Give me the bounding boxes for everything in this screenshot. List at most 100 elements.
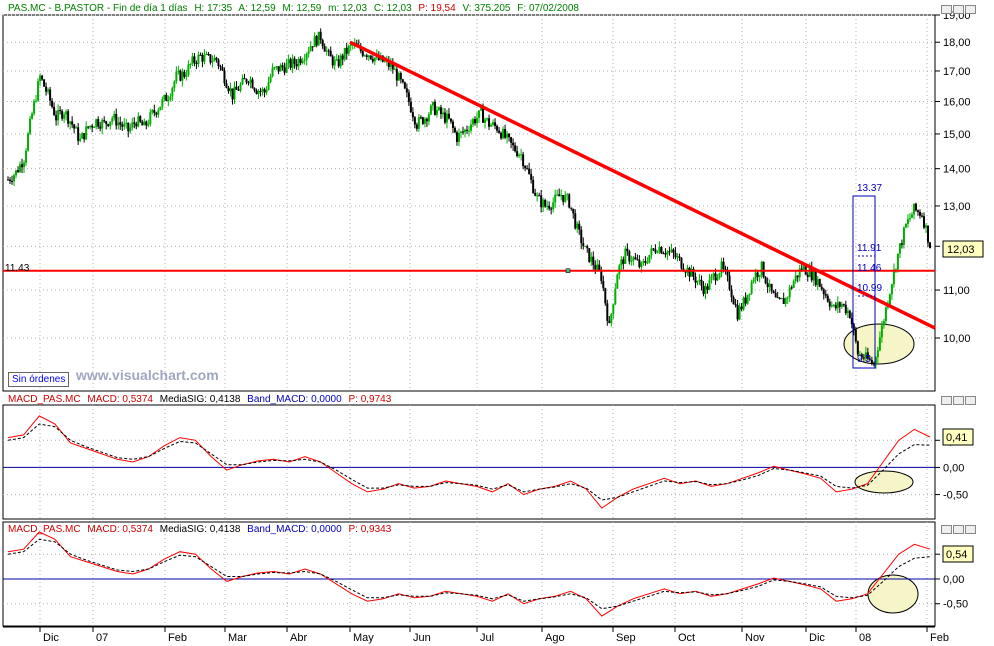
- panel1-max-button[interactable]: [953, 5, 964, 14]
- candle-body: [620, 259, 623, 266]
- panel1-min-button[interactable]: [941, 5, 952, 14]
- candle-body: [133, 122, 136, 124]
- x-tick-label: Dic: [43, 632, 59, 644]
- candle-body: [612, 304, 615, 314]
- hline-handle[interactable]: [565, 268, 571, 273]
- candle-body: [754, 272, 757, 280]
- candle-body: [443, 112, 446, 123]
- panel3-max-button[interactable]: [953, 525, 964, 534]
- candle-body: [141, 121, 144, 126]
- candle-body: [700, 279, 703, 286]
- candle-body: [179, 70, 182, 81]
- candle-body: [303, 59, 306, 61]
- y-tick-label: 18,00: [943, 37, 971, 49]
- panel2-max-button[interactable]: [953, 396, 964, 405]
- sin-ordenes-button[interactable]: Sin órdenes: [8, 372, 70, 387]
- candle-body: [31, 113, 34, 119]
- macd1-value-text: 0,41: [946, 432, 967, 444]
- candle-body: [524, 165, 527, 169]
- candle-body: [223, 70, 226, 84]
- y-axis-ticks: 10,0011,0012,0013,0014,0015,0016,0017,00…: [935, 10, 971, 611]
- candle-body: [451, 121, 454, 128]
- candle-body: [494, 122, 497, 126]
- candle-body: [333, 59, 336, 66]
- candle-body: [251, 79, 254, 89]
- candle-body: [644, 261, 647, 263]
- candle-body: [331, 56, 334, 66]
- candle-body: [898, 243, 901, 254]
- y-tick-label: 13,00: [943, 201, 971, 213]
- candle-body: [516, 151, 519, 157]
- gridlines: [3, 14, 935, 626]
- candle-body: [13, 175, 16, 182]
- candle-body: [297, 58, 300, 67]
- candle-body: [812, 271, 815, 281]
- candle-body: [137, 116, 140, 127]
- x-tick-label: Dic: [809, 632, 825, 644]
- x-tick-label: Nov: [745, 632, 765, 644]
- candle-body: [560, 194, 563, 197]
- candle-body: [135, 123, 138, 127]
- candle-body: [874, 357, 877, 364]
- candle-body: [596, 264, 599, 270]
- x-tick-label: Oct: [678, 632, 695, 644]
- candle-body: [181, 71, 184, 81]
- candle-body: [247, 82, 250, 84]
- candle-body: [716, 277, 719, 281]
- candle-body: [734, 304, 737, 306]
- candle-body: [884, 307, 887, 322]
- candle-body: [828, 301, 831, 307]
- candle-body: [588, 248, 591, 262]
- candle-body: [922, 216, 925, 228]
- candle-body: [241, 78, 244, 85]
- candle-body: [480, 108, 483, 111]
- candle-body: [101, 120, 104, 129]
- candle-body: [702, 285, 705, 294]
- candle-body: [413, 117, 416, 125]
- candle-body: [676, 256, 679, 258]
- candle-body: [656, 252, 659, 254]
- panel1-close-button[interactable]: [965, 5, 976, 14]
- candle-body: [488, 118, 491, 127]
- candle-body: [397, 73, 400, 81]
- panel3-close-button[interactable]: [965, 525, 976, 534]
- last-price-box: [942, 240, 984, 258]
- candle-body: [908, 217, 911, 220]
- candle-body: [670, 249, 673, 252]
- candle-body: [872, 363, 875, 365]
- candle-body: [365, 55, 368, 58]
- candle-body: [211, 61, 214, 63]
- candle-body: [461, 131, 464, 133]
- candle-body: [486, 118, 489, 120]
- candle-body: [373, 57, 376, 62]
- candle-body: [736, 304, 739, 320]
- candle-body: [85, 126, 88, 140]
- candle-body: [253, 88, 256, 91]
- candle-body: [291, 58, 294, 68]
- candle-body: [862, 357, 865, 359]
- candle-body: [562, 194, 565, 202]
- candle-body: [650, 248, 653, 255]
- panel2-close-button[interactable]: [965, 396, 976, 405]
- candle-body: [57, 109, 60, 121]
- candle-body: [363, 55, 366, 57]
- macd2-value-box: [942, 545, 974, 563]
- candle-body: [746, 294, 749, 304]
- candle-body: [147, 124, 150, 126]
- candle-body: [249, 79, 252, 83]
- candle-body: [586, 246, 589, 249]
- candle-body: [215, 57, 218, 60]
- x-tick-label: Jun: [413, 632, 431, 644]
- candle-body: [896, 253, 899, 270]
- candle-body: [796, 275, 799, 278]
- candle-body: [55, 115, 58, 121]
- candle-body: [459, 131, 462, 134]
- candle-body: [856, 341, 859, 355]
- watermark: www.visualchart.com: [76, 367, 219, 383]
- overlay-lines: [3, 40, 936, 330]
- candle-body: [504, 129, 507, 138]
- candle-body: [706, 286, 709, 290]
- panel3-min-button[interactable]: [941, 525, 952, 534]
- panel2-min-button[interactable]: [941, 396, 952, 405]
- candle-body: [25, 150, 28, 163]
